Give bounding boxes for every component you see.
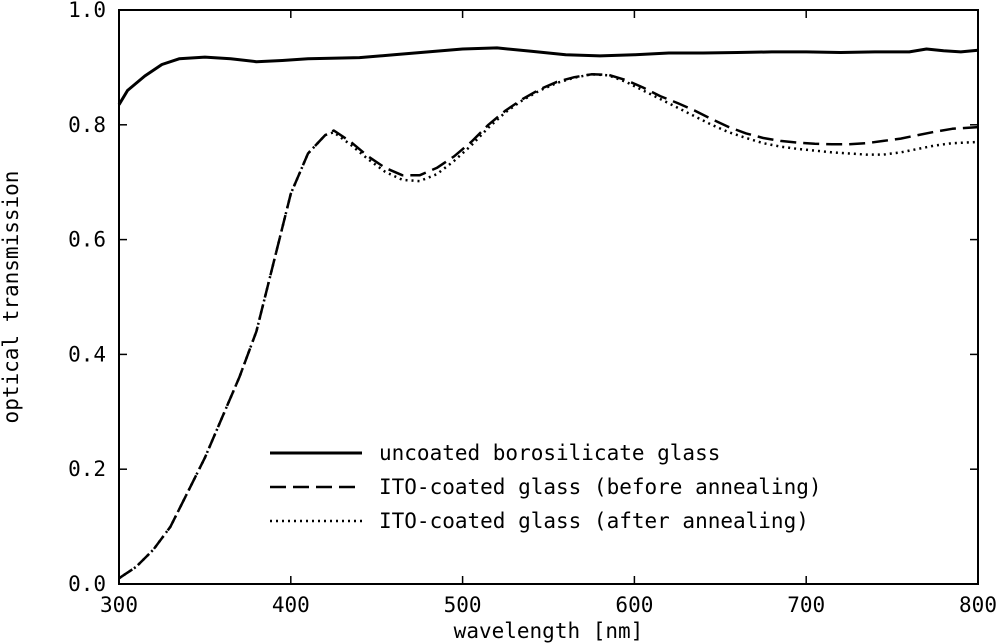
y-tick-label: 0.4	[68, 342, 106, 366]
axis-ticks: 300 400 500 600 700 800 0.0 0.2 0.4 0.6 0.8 1.0	[68, 0, 997, 617]
y-tick-label: 0.2	[68, 457, 106, 481]
legend-label-2: ITO-coated glass (before annealing)	[379, 475, 822, 499]
plot-frame	[118, 9, 979, 585]
x-axis-label: wavelength [nm]	[454, 619, 644, 643]
plot-area	[117, 46, 979, 580]
y-tick-label: 1.0	[68, 0, 106, 22]
x-tick-label: 800	[959, 593, 997, 617]
y-tick-label: 0.8	[68, 113, 106, 137]
x-tick-label: 400	[272, 593, 310, 617]
x-tick-label: 700	[787, 593, 825, 617]
x-tick-label: 300	[100, 593, 138, 617]
series-line-1	[117, 46, 979, 106]
x-tick-label: 600	[615, 593, 653, 617]
legend: uncoated borosilicate glass ITO-coated gl…	[270, 441, 822, 533]
x-tick-label: 500	[444, 593, 482, 617]
y-tick-label: 0.6	[68, 228, 106, 252]
y-axis-label: optical transmission	[0, 171, 23, 424]
legend-label-3: ITO-coated glass (after annealing)	[379, 509, 809, 533]
y-tick-label: 0.0	[68, 572, 106, 596]
legend-label-1: uncoated borosilicate glass	[379, 441, 720, 465]
series-line-2	[118, 73, 979, 580]
